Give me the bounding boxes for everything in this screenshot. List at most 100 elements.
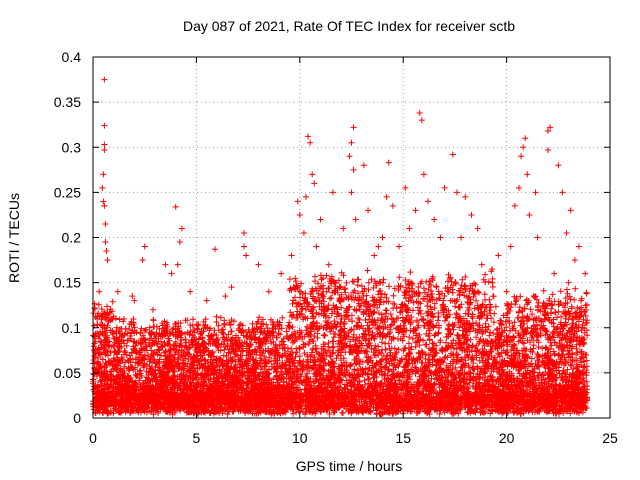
data-point — [522, 135, 529, 142]
data-point — [567, 207, 574, 214]
data-point — [296, 211, 303, 218]
data-point — [129, 293, 136, 300]
data-point — [551, 270, 558, 277]
data-point — [563, 229, 570, 236]
data-point — [406, 225, 413, 232]
data-point — [518, 153, 525, 160]
data-point — [294, 198, 301, 205]
data-point — [240, 243, 247, 250]
data-point — [212, 246, 219, 253]
data-point — [449, 151, 456, 158]
y-axis-label: ROTI / TECUs — [6, 193, 22, 283]
data-point — [329, 189, 336, 196]
data-point — [507, 243, 514, 250]
data-point — [131, 297, 138, 304]
data-point — [288, 252, 295, 259]
data-point — [101, 141, 108, 148]
data-point — [437, 234, 444, 241]
data-point — [524, 171, 531, 178]
y-tick-label: 0.4 — [62, 49, 82, 65]
data-point — [100, 198, 107, 205]
data-point — [520, 144, 527, 151]
data-point — [474, 225, 481, 232]
data-point — [571, 257, 578, 264]
data-point — [101, 76, 108, 83]
data-point — [243, 252, 250, 259]
data-point — [174, 261, 181, 268]
data-point — [104, 257, 111, 264]
dense-point-cloud — [90, 267, 591, 418]
data-point — [141, 243, 148, 250]
data-point — [187, 288, 194, 295]
data-point — [503, 288, 510, 295]
data-point — [300, 229, 307, 236]
data-point — [420, 171, 427, 178]
data-point — [101, 146, 108, 153]
data-point — [396, 243, 403, 250]
data-point — [385, 159, 392, 166]
data-point — [96, 288, 103, 295]
data-point — [203, 297, 210, 304]
data-point — [431, 216, 438, 223]
data-point — [526, 211, 533, 218]
data-point — [418, 117, 425, 124]
y-tick-label: 0.25 — [54, 184, 81, 200]
data-point — [265, 288, 272, 295]
data-point — [348, 139, 355, 146]
data-point — [389, 202, 396, 209]
data-point — [178, 225, 185, 232]
data-point — [348, 189, 355, 196]
data-point — [176, 239, 183, 246]
data-point — [489, 266, 496, 273]
data-points — [92, 76, 589, 340]
data-point — [114, 288, 121, 295]
data-point — [578, 297, 585, 304]
data-point — [278, 270, 285, 277]
data-point — [402, 184, 409, 191]
data-point — [352, 216, 359, 223]
data-point — [544, 146, 551, 153]
data-point — [94, 315, 101, 322]
data-point — [462, 193, 469, 200]
x-tick-label: 10 — [292, 430, 308, 446]
data-point — [468, 211, 475, 218]
data-point — [317, 216, 324, 223]
data-point — [416, 109, 423, 116]
data-point — [100, 171, 107, 178]
y-tick-label: 0 — [73, 410, 81, 426]
y-tick-label: 0.15 — [54, 275, 81, 291]
data-point — [309, 171, 316, 178]
data-point — [102, 239, 109, 246]
data-point — [102, 220, 109, 227]
data-point — [511, 202, 518, 209]
data-point — [103, 248, 110, 255]
data-point — [532, 189, 539, 196]
data-point — [255, 261, 262, 268]
data-point — [303, 193, 310, 200]
y-tick-label: 0.3 — [62, 139, 82, 155]
data-point — [534, 234, 541, 241]
data-point — [516, 184, 523, 191]
data-point — [340, 225, 347, 232]
data-point — [172, 203, 179, 210]
data-point — [478, 261, 485, 268]
data-point — [350, 124, 357, 131]
y-tick-label: 0.1 — [62, 320, 82, 336]
data-point — [228, 284, 235, 291]
data-point — [168, 270, 175, 277]
x-tick-label: 15 — [395, 430, 411, 446]
x-tick-label: 25 — [602, 430, 618, 446]
data-point — [360, 162, 367, 169]
data-point — [555, 162, 562, 169]
data-point — [365, 207, 372, 214]
data-point — [495, 252, 502, 259]
y-tick-label: 0.05 — [54, 365, 81, 381]
data-point — [371, 252, 378, 259]
data-point — [307, 139, 314, 146]
data-point — [305, 133, 312, 140]
data-point — [575, 243, 582, 250]
data-point-cloud — [90, 267, 591, 418]
data-point — [162, 261, 169, 268]
data-point — [441, 184, 448, 191]
